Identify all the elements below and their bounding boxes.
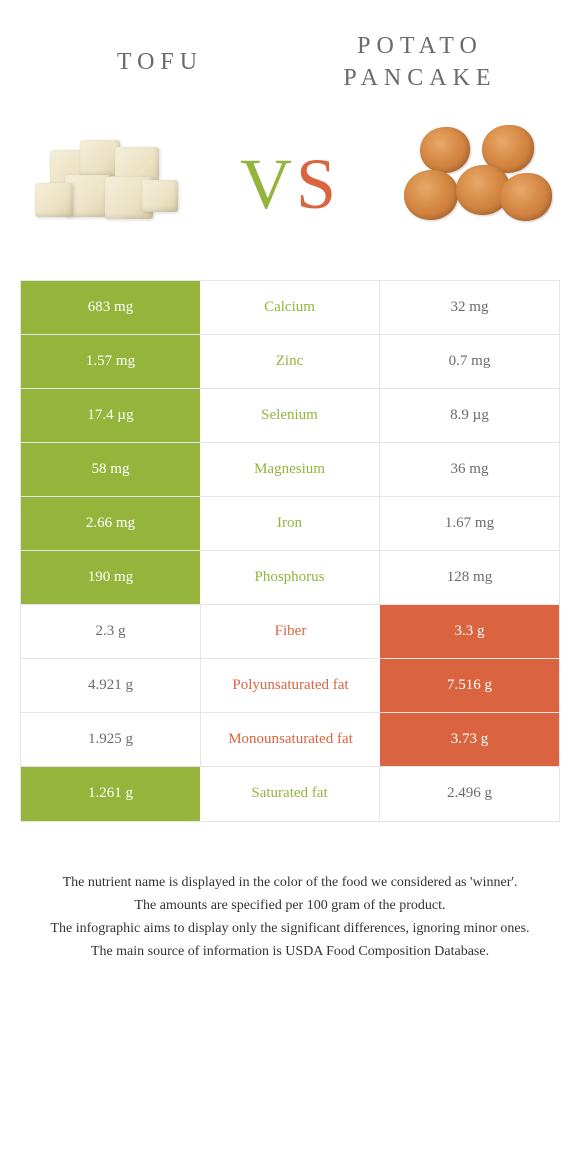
left-value-cell: 2.3 g — [21, 605, 201, 658]
nutrient-name-cell: Calcium — [200, 281, 379, 334]
nutrient-name-cell: Polyunsaturated fat — [201, 659, 380, 712]
right-value-cell: 0.7 mg — [379, 335, 559, 388]
right-value-cell: 3.3 g — [380, 605, 559, 658]
left-value-cell: 1.925 g — [21, 713, 201, 766]
nutrient-name-cell: Saturated fat — [200, 767, 379, 821]
table-row: 4.921 gPolyunsaturated fat7.516 g — [21, 659, 559, 713]
food-left-title: TOFU — [30, 46, 290, 78]
right-value-cell: 1.67 mg — [379, 497, 559, 550]
infographic-container: TOFU POTATO PANCAKE VS 683 mgCalcium32 m… — [0, 0, 580, 984]
note-line: The nutrient name is displayed in the co… — [30, 872, 550, 893]
table-row: 1.57 mgZinc0.7 mg — [21, 335, 559, 389]
tofu-image — [20, 115, 190, 255]
food-right-title: POTATO PANCAKE — [290, 30, 550, 95]
vs-s: S — [296, 144, 340, 224]
vs-v: V — [240, 144, 296, 224]
left-value-cell: 1.261 g — [21, 767, 200, 821]
left-value-cell: 1.57 mg — [21, 335, 200, 388]
images-row: VS — [0, 105, 580, 280]
nutrient-name-cell: Monounsaturated fat — [201, 713, 380, 766]
notes-block: The nutrient name is displayed in the co… — [0, 822, 580, 984]
pancake-image — [390, 115, 560, 255]
table-row: 2.3 gFiber3.3 g — [21, 605, 559, 659]
header-row: TOFU POTATO PANCAKE — [0, 0, 580, 105]
left-value-cell: 58 mg — [21, 443, 200, 496]
nutrition-table: 683 mgCalcium32 mg1.57 mgZinc0.7 mg17.4 … — [20, 280, 560, 822]
table-row: 58 mgMagnesium36 mg — [21, 443, 559, 497]
note-line: The main source of information is USDA F… — [30, 941, 550, 962]
left-value-cell: 2.66 mg — [21, 497, 200, 550]
note-line: The amounts are specified per 100 gram o… — [30, 895, 550, 916]
left-value-cell: 683 mg — [21, 281, 200, 334]
right-value-cell: 128 mg — [379, 551, 559, 604]
right-value-cell: 32 mg — [379, 281, 559, 334]
right-value-cell: 3.73 g — [380, 713, 559, 766]
left-value-cell: 190 mg — [21, 551, 200, 604]
right-value-cell: 7.516 g — [380, 659, 559, 712]
nutrient-name-cell: Iron — [200, 497, 379, 550]
note-line: The infographic aims to display only the… — [30, 918, 550, 939]
left-value-cell: 4.921 g — [21, 659, 201, 712]
right-value-cell: 2.496 g — [379, 767, 559, 821]
table-row: 2.66 mgIron1.67 mg — [21, 497, 559, 551]
left-value-cell: 17.4 µg — [21, 389, 200, 442]
table-row: 683 mgCalcium32 mg — [21, 281, 559, 335]
nutrient-name-cell: Phosphorus — [200, 551, 379, 604]
table-row: 17.4 µgSelenium8.9 µg — [21, 389, 559, 443]
vs-label: VS — [240, 143, 340, 226]
right-value-cell: 8.9 µg — [379, 389, 559, 442]
nutrient-name-cell: Magnesium — [200, 443, 379, 496]
right-value-cell: 36 mg — [379, 443, 559, 496]
table-row: 190 mgPhosphorus128 mg — [21, 551, 559, 605]
table-row: 1.261 gSaturated fat2.496 g — [21, 767, 559, 821]
nutrient-name-cell: Zinc — [200, 335, 379, 388]
nutrient-name-cell: Selenium — [200, 389, 379, 442]
table-row: 1.925 gMonounsaturated fat3.73 g — [21, 713, 559, 767]
nutrient-name-cell: Fiber — [201, 605, 380, 658]
